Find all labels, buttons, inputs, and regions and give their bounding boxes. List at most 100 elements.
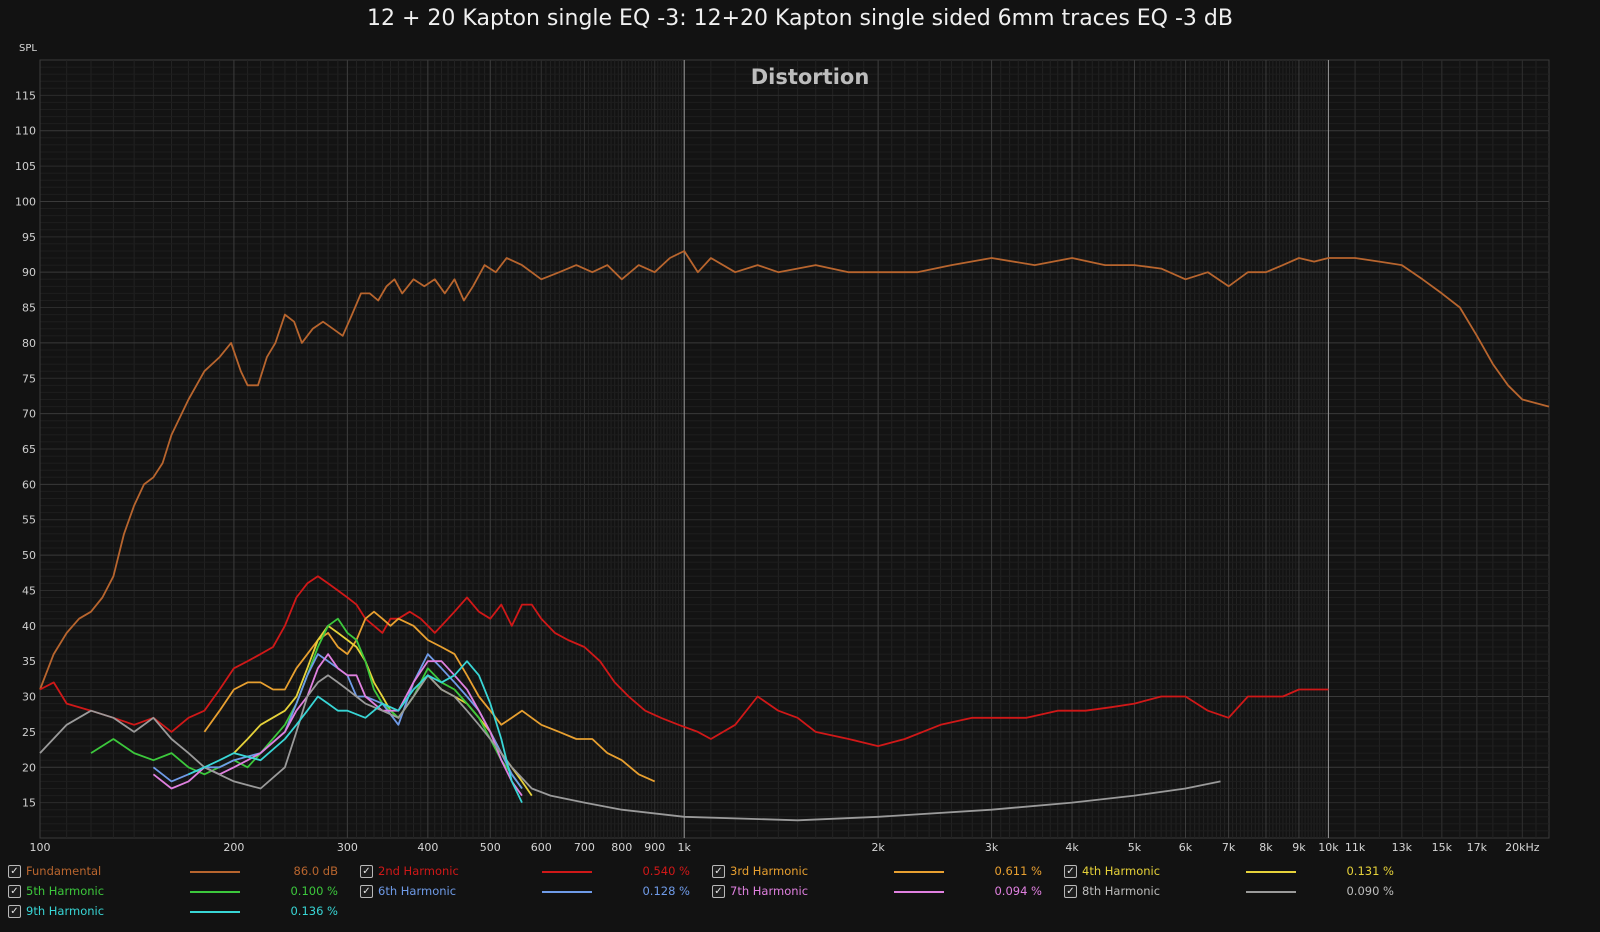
legend-item[interactable]: ✓ 2nd Harmonic 0.540 %	[360, 864, 700, 880]
y-tick-label: 25	[22, 726, 36, 739]
x-tick-label: 4k	[1065, 841, 1079, 854]
series-line-8th-harmonic	[39, 674, 1221, 822]
legend-item[interactable]: ✓ 7th Harmonic 0.094 %	[712, 884, 1052, 900]
x-tick-label: 13k	[1392, 841, 1413, 854]
legend-swatch	[894, 891, 944, 893]
series-line-7th-harmonic	[152, 653, 523, 797]
x-tick-label: 8k	[1259, 841, 1273, 854]
y-tick-label: 90	[22, 266, 36, 279]
legend-item[interactable]: ✓ 3rd Harmonic 0.611 %	[712, 864, 1052, 880]
chart-title: Distortion	[751, 65, 870, 89]
legend-series-name: 8th Harmonic	[1082, 884, 1161, 898]
x-tick-label: 11k	[1345, 841, 1366, 854]
x-tick-label: 700	[574, 841, 595, 854]
legend-value: 0.100 %	[290, 884, 338, 898]
y-tick-label: 105	[15, 160, 36, 173]
legend-swatch	[1246, 891, 1296, 893]
legend-checkbox[interactable]: ✓	[712, 865, 725, 878]
legend-series-name: Fundamental	[26, 864, 102, 878]
series-line-fundamental	[39, 250, 1550, 690]
legend-item[interactable]: ✓ Fundamental 86.0 dB	[8, 864, 348, 880]
y-tick-label: 35	[22, 655, 36, 668]
legend-series-name: 6th Harmonic	[378, 884, 457, 898]
legend-series-name: 2nd Harmonic	[378, 864, 459, 878]
y-tick-label: 85	[22, 302, 36, 315]
legend-checkbox[interactable]: ✓	[8, 865, 21, 878]
legend-checkbox[interactable]: ✓	[1064, 865, 1077, 878]
x-tick-label: 300	[337, 841, 358, 854]
legend-checkbox[interactable]: ✓	[360, 865, 373, 878]
legend-series-name: 5th Harmonic	[26, 884, 105, 898]
x-tick-label: 2k	[871, 841, 885, 854]
y-axis-label: SPL	[19, 43, 37, 54]
series-line-5th-harmonic	[90, 617, 523, 790]
x-tick-label: 7k	[1222, 841, 1236, 854]
y-tick-label: 30	[22, 691, 36, 704]
y-tick-label: 110	[15, 125, 36, 138]
y-tick-label: 115	[15, 89, 36, 102]
y-tick-label: 60	[22, 478, 36, 491]
legend-item[interactable]: ✓ 6th Harmonic 0.128 %	[360, 884, 700, 900]
series-line-2nd-harmonic	[39, 575, 1329, 747]
x-tick-label: 17k	[1467, 841, 1488, 854]
x-tick-label: 800	[611, 841, 632, 854]
x-tick-label: 9k	[1292, 841, 1306, 854]
x-tick-label: 900	[644, 841, 665, 854]
legend-value: 0.131 %	[1346, 864, 1394, 878]
y-tick-label: 100	[15, 195, 36, 208]
legend-swatch	[190, 871, 240, 873]
x-tick-label: 100	[30, 841, 51, 854]
y-tick-label: 15	[22, 797, 36, 810]
legend-swatch	[542, 871, 592, 873]
legend-swatch	[1246, 871, 1296, 873]
series-lines	[39, 250, 1550, 822]
legend-value: 0.136 %	[290, 904, 338, 918]
legend-checkbox[interactable]: ✓	[360, 885, 373, 898]
legend-item[interactable]: ✓ 4th Harmonic 0.131 %	[1064, 864, 1404, 880]
x-tick-label: 15k	[1432, 841, 1453, 854]
x-tick-label: 600	[531, 841, 552, 854]
legend-item[interactable]: ✓ 8th Harmonic 0.090 %	[1064, 884, 1404, 900]
legend-swatch	[542, 891, 592, 893]
x-tick-label: 5k	[1128, 841, 1142, 854]
legend-swatch	[894, 871, 944, 873]
y-tick-label: 55	[22, 514, 36, 527]
y-tick-label: 65	[22, 443, 36, 456]
legend-item[interactable]: ✓ 5th Harmonic 0.100 %	[8, 884, 348, 900]
legend-series-name: 7th Harmonic	[730, 884, 809, 898]
legend-value: 0.090 %	[1346, 884, 1394, 898]
x-tick-label: 500	[480, 841, 501, 854]
legend-swatch	[190, 891, 240, 893]
legend-checkbox[interactable]: ✓	[1064, 885, 1077, 898]
legend-checkbox[interactable]: ✓	[712, 885, 725, 898]
x-tick-label: 1k	[678, 841, 692, 854]
y-tick-label: 70	[22, 408, 36, 421]
legend-series-name: 9th Harmonic	[26, 904, 105, 918]
x-tick-label: 200	[223, 841, 244, 854]
legend-checkbox[interactable]: ✓	[8, 885, 21, 898]
legend-item[interactable]: ✓ 9th Harmonic 0.136 %	[8, 904, 348, 920]
y-tick-label: 75	[22, 372, 36, 385]
x-tick-labels: 100 200 300 400 500 600 700 800 900 1k 2k 3k 4k 5k 6k 7…	[30, 841, 1540, 854]
x-tick-label: 6k	[1179, 841, 1193, 854]
legend-checkbox[interactable]: ✓	[8, 905, 21, 918]
legend-value: 86.0 dB	[293, 864, 338, 878]
legend-value: 0.128 %	[642, 884, 690, 898]
y-tick-labels: 15 20 25 30 35 40 45 50 55 60 65 70 75 80 85 90 95 100 105…	[15, 89, 36, 809]
x-tick-label: 20kHz	[1505, 841, 1540, 854]
legend-series-name: 3rd Harmonic	[730, 864, 809, 878]
distortion-chart: 15 20 25 30 35 40 45 50 55 60 65 70 75 80 85 90 95 100 105…	[15, 59, 1550, 854]
series-line-4th-harmonic	[233, 624, 533, 797]
legend-value: 0.540 %	[642, 864, 690, 878]
legend: ✓ Fundamental 86.0 dB ✓ 2nd Harmonic 0.540 % ✓…	[0, 864, 1600, 932]
legend-series-name: 4th Harmonic	[1082, 864, 1161, 878]
y-tick-label: 45	[22, 584, 36, 597]
legend-value: 0.611 %	[994, 864, 1042, 878]
x-tick-label: 400	[417, 841, 438, 854]
y-tick-label: 20	[22, 761, 36, 774]
legend-swatch	[190, 911, 240, 913]
y-tick-label: 40	[22, 620, 36, 633]
window-title: 12 + 20 Kapton single EQ -3: 12+20 Kapto…	[367, 6, 1233, 31]
major-grid	[39, 60, 1549, 838]
series-line-9th-harmonic	[188, 660, 523, 803]
